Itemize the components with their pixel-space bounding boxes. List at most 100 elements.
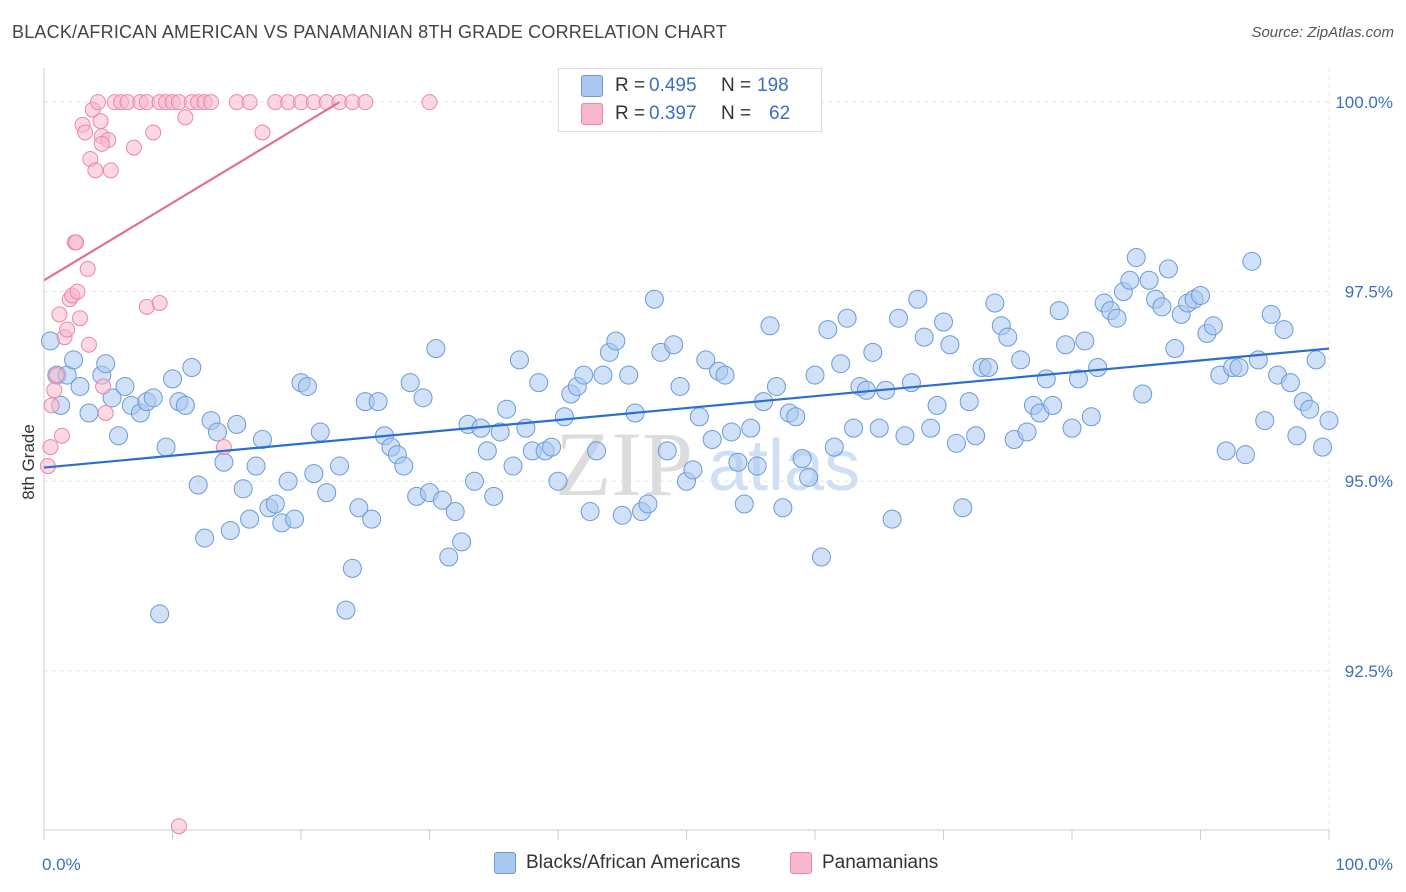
blacks-point bbox=[252, 430, 272, 450]
blacks-point bbox=[227, 414, 247, 434]
blacks-point bbox=[109, 426, 129, 446]
blacks-point bbox=[818, 320, 838, 340]
blacks-point bbox=[1255, 411, 1275, 431]
blacks-point bbox=[908, 289, 928, 309]
blacks-point bbox=[882, 509, 902, 529]
blacks-point bbox=[580, 502, 600, 522]
panamanian-point bbox=[254, 124, 271, 141]
blacks-point bbox=[664, 335, 684, 355]
panamanian-point bbox=[421, 94, 438, 111]
legend-r-label: R = bbox=[615, 103, 646, 124]
blacks-point bbox=[1203, 316, 1223, 336]
blacks-point bbox=[657, 441, 677, 461]
blacks-point bbox=[304, 464, 324, 484]
blacks-point bbox=[115, 376, 135, 396]
blacks-point bbox=[79, 403, 99, 423]
blacks-point bbox=[156, 437, 176, 457]
panamanian-point bbox=[43, 397, 60, 414]
blacks-point bbox=[1068, 369, 1088, 389]
blacks-point bbox=[689, 407, 709, 427]
watermark: ZIP atlas bbox=[555, 413, 860, 515]
blacks-point bbox=[285, 509, 305, 529]
blacks-point bbox=[901, 373, 921, 393]
blacks-point bbox=[889, 308, 909, 328]
blacks-point bbox=[863, 342, 883, 362]
panamanian-point bbox=[79, 260, 96, 277]
blacks-point bbox=[220, 521, 240, 541]
blacks-point bbox=[587, 441, 607, 461]
blacks-point bbox=[953, 498, 973, 518]
panamanian-point bbox=[241, 94, 258, 111]
blacks-point bbox=[195, 528, 215, 548]
panamanian-point bbox=[177, 109, 194, 126]
blacks-point bbox=[362, 509, 382, 529]
legend-n-value: 198 bbox=[757, 75, 789, 96]
panamanian-point bbox=[51, 306, 68, 323]
blacks-point bbox=[490, 422, 510, 442]
blacks-point bbox=[64, 350, 84, 370]
x-tick-label: 0.0% bbox=[42, 855, 81, 874]
trend-layer bbox=[43, 101, 1330, 469]
blacks-point bbox=[1120, 270, 1140, 290]
y-tick-label: 100.0% bbox=[1335, 93, 1393, 112]
blacks-point bbox=[484, 486, 504, 506]
blacks-point bbox=[805, 365, 825, 385]
watermark-zip: ZIP bbox=[555, 413, 693, 515]
blacks-point bbox=[96, 354, 116, 374]
blacks-point bbox=[400, 373, 420, 393]
panamanian-point bbox=[77, 124, 94, 141]
blacks-point bbox=[1056, 335, 1076, 355]
panamanian-point bbox=[42, 439, 59, 456]
blacks-point bbox=[869, 418, 889, 438]
blacks-point bbox=[1280, 373, 1300, 393]
bottom-legend-panamanians: Panamanians bbox=[790, 852, 938, 874]
blacks-point bbox=[554, 407, 574, 427]
blacks-point bbox=[1081, 407, 1101, 427]
panamanian-point bbox=[69, 283, 86, 300]
blacks-point bbox=[683, 460, 703, 480]
panamanian-point bbox=[46, 382, 63, 399]
blacks-point bbox=[1242, 251, 1262, 271]
blacks-point bbox=[102, 388, 122, 408]
blacks-point bbox=[278, 471, 298, 491]
blacks-point bbox=[895, 426, 915, 446]
blacks-point bbox=[1036, 369, 1056, 389]
blacks-point bbox=[927, 395, 947, 415]
panamanian-trend-line bbox=[43, 101, 341, 282]
bottom-legend-swatch-pink bbox=[790, 852, 812, 874]
blacks-point bbox=[1229, 357, 1249, 377]
blacks-point bbox=[792, 448, 812, 468]
panamanian-point bbox=[151, 295, 168, 312]
panamanian-point bbox=[89, 94, 106, 111]
panamanian-point bbox=[203, 94, 220, 111]
blacks-point bbox=[934, 312, 953, 332]
blacks-point bbox=[439, 547, 459, 567]
blacks-point bbox=[143, 388, 163, 408]
blacks-point bbox=[715, 365, 735, 385]
blacks-point bbox=[542, 437, 562, 457]
blacks-point bbox=[188, 475, 208, 495]
legend-row-blacks: R = 0.495 N = 198 bbox=[581, 73, 789, 99]
blacks-point bbox=[233, 479, 253, 499]
blacks-point bbox=[773, 498, 793, 518]
panamanian-point bbox=[145, 124, 162, 141]
blacks-point bbox=[1126, 248, 1146, 268]
panamanian-point bbox=[71, 310, 88, 327]
panamanian-point bbox=[59, 321, 76, 338]
blacks-point bbox=[548, 471, 568, 491]
blacks-point bbox=[1319, 411, 1339, 431]
blacks-point bbox=[349, 498, 369, 518]
blacks-point bbox=[1017, 422, 1037, 442]
blacks-point bbox=[696, 350, 716, 370]
blacks-point bbox=[644, 289, 664, 309]
blacks-point bbox=[1216, 441, 1236, 461]
blacks-point bbox=[413, 388, 433, 408]
blacks-point bbox=[766, 376, 786, 396]
panamanian-point bbox=[68, 234, 85, 251]
blacks-point bbox=[921, 418, 941, 438]
legend-r-label: R = bbox=[615, 75, 646, 96]
blacks-point bbox=[606, 331, 626, 351]
panamanian-point bbox=[80, 336, 97, 353]
blacks-point bbox=[811, 547, 831, 567]
